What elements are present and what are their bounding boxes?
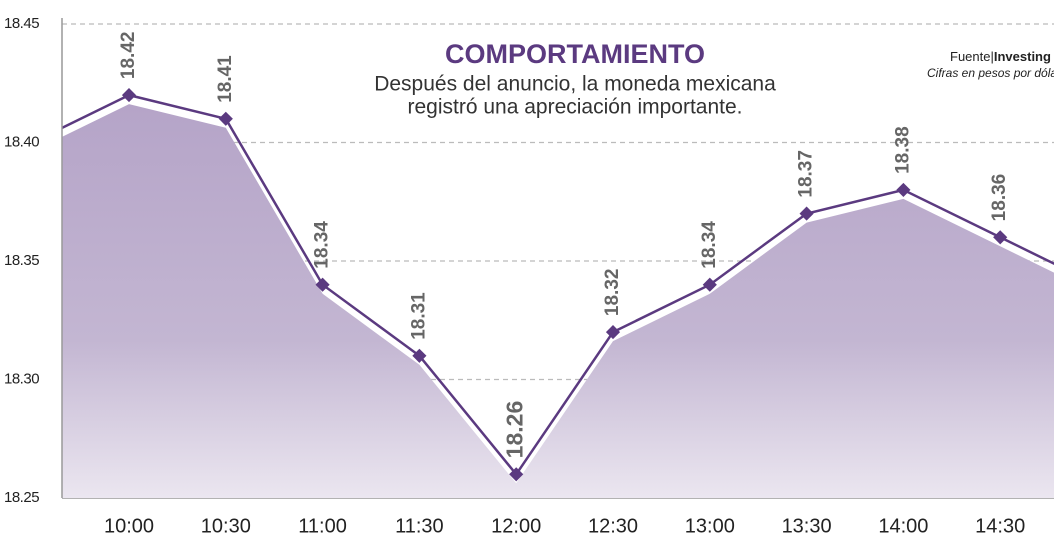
marker (605, 325, 621, 340)
x-tick-label: 10:30 (201, 515, 251, 537)
marker (993, 230, 1008, 245)
marker (218, 111, 233, 126)
data-label: 18.26 (501, 401, 527, 459)
x-tick-label: 10:00 (104, 515, 154, 537)
x-tick-label: 13:30 (782, 515, 832, 537)
subtitle: registró una apreciación importante. (407, 96, 742, 119)
source-prefix: Fuente (950, 49, 990, 64)
source-name: Investing (994, 49, 1051, 64)
y-tick-label: 18.45 (4, 15, 39, 32)
marker (121, 88, 137, 103)
x-tick-label: 14:30 (975, 515, 1025, 537)
data-label: 18.32 (602, 269, 623, 317)
y-tick-label: 18.25 (4, 489, 39, 506)
marker (509, 467, 524, 482)
data-label: 18.36 (989, 174, 1010, 222)
data-label: 18.41 (215, 55, 236, 103)
data-label: 18.34 (699, 221, 720, 269)
data-label: 18.42 (118, 32, 139, 80)
x-tick-label: 11:00 (298, 515, 347, 537)
x-tick-label: 12:00 (491, 515, 541, 537)
data-label: 18.34 (312, 221, 333, 269)
source-note: Cifras en pesos por dólar (927, 66, 1054, 80)
x-tick-label: 11:30 (395, 515, 444, 537)
line (62, 93, 1054, 477)
y-tick-label: 18.35 (4, 252, 39, 269)
marker (315, 277, 330, 292)
data-label: 18.31 (408, 292, 429, 340)
y-tick-label: 18.40 (4, 133, 39, 150)
source: Fuente|Investing (950, 49, 1051, 64)
marker (799, 206, 814, 221)
marker (702, 277, 717, 292)
x-tick-label: 13:00 (685, 515, 735, 537)
marker (896, 182, 911, 197)
separator: | (990, 49, 993, 64)
data-label: 18.38 (892, 126, 913, 174)
y-tick-label: 18.30 (4, 370, 39, 387)
chart-title: COMPORTAMIENTO (445, 39, 705, 69)
area (62, 104, 1054, 498)
x-tick-label: 12:30 (588, 515, 638, 537)
marker (412, 348, 427, 363)
data-label: 18.37 (796, 150, 817, 198)
x-tick-label: 14:00 (878, 515, 928, 537)
subtitle: Después del anuncio, la moneda mexicana (374, 73, 776, 96)
